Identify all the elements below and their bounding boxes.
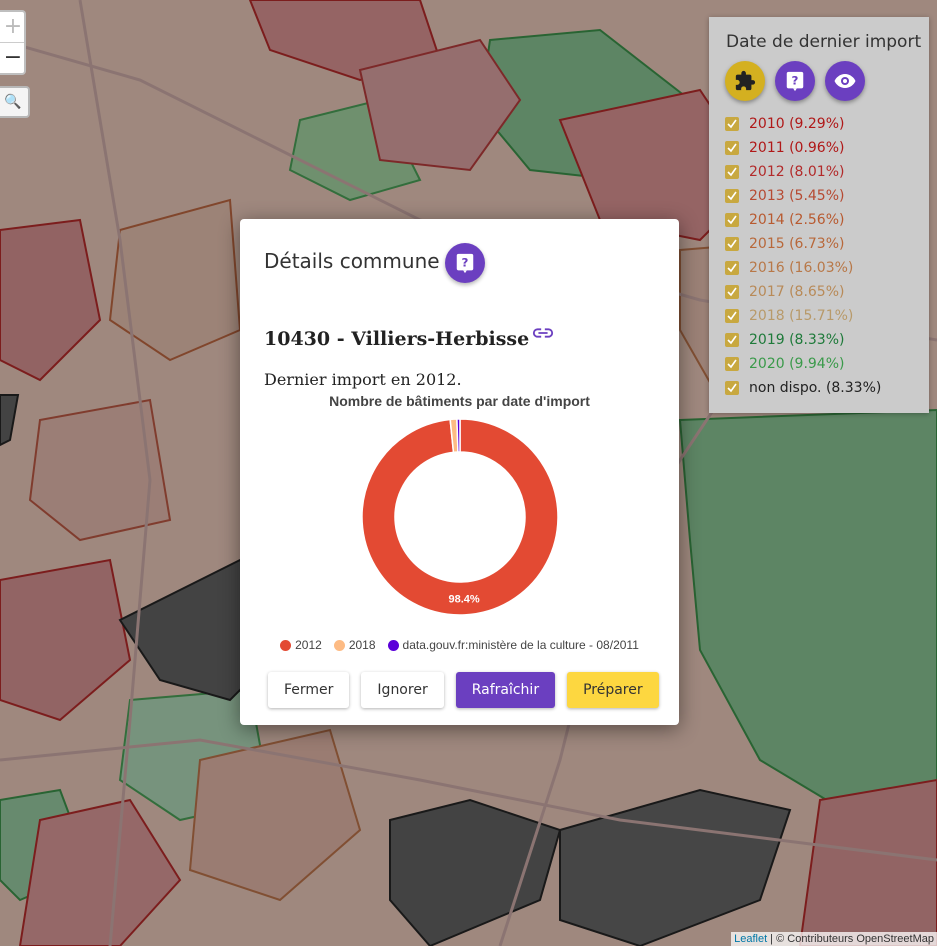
legend-item-label: 2012 (8.01%) — [749, 164, 845, 180]
chart-legend: 2012 2018 data.gouv.fr:ministère de la cul… — [240, 638, 679, 652]
checkbox-checked-icon[interactable] — [725, 357, 739, 371]
legend-item-label: 2010 (9.29%) — [749, 116, 845, 132]
legend-item[interactable]: 2018 (15.71%) — [725, 304, 881, 328]
legend-item-label: 2015 (6.73%) — [749, 236, 845, 252]
map-attribution: Leaflet | © Contributeurs OpenStreetMap — [731, 932, 937, 946]
chart-legend-label: 2012 — [295, 638, 322, 652]
legend-item-label: 2016 (16.03%) — [749, 260, 854, 276]
zoom-control: + − — [0, 10, 26, 75]
donut-chart: 98.4% — [361, 418, 559, 616]
legend-item[interactable]: 2019 (8.33%) — [725, 328, 881, 352]
donut-slice[interactable] — [361, 418, 559, 616]
chart-legend-label: data.gouv.fr:ministère de la culture - 0… — [402, 638, 639, 652]
legend-item[interactable]: 2016 (16.03%) — [725, 256, 881, 280]
legend-dot — [280, 639, 292, 651]
legend-item-label: 2020 (9.94%) — [749, 356, 845, 372]
checkbox-checked-icon[interactable] — [725, 309, 739, 323]
chart-legend-item[interactable]: data.gouv.fr:ministère de la culture - 0… — [387, 638, 639, 652]
ignore-button[interactable]: Ignorer — [361, 672, 444, 708]
legend-buttons: ? — [725, 61, 865, 101]
eye-button[interactable] — [825, 61, 865, 101]
checkbox-checked-icon[interactable] — [725, 213, 739, 227]
eye-icon — [834, 74, 856, 88]
donut-slice[interactable] — [456, 418, 461, 453]
leaflet-link[interactable]: Leaflet — [734, 933, 768, 945]
modal-title: Détails commune — [264, 249, 440, 273]
legend-panel: Date de dernier import ? 2010 (9.29%) 201… — [709, 17, 929, 413]
checkbox-checked-icon[interactable] — [725, 381, 739, 395]
attribution-text: | © Contributeurs OpenStreetMap — [767, 933, 934, 945]
last-import-text: Dernier import en 2012. — [264, 370, 462, 389]
legend-item[interactable]: 2010 (9.29%) — [725, 112, 881, 136]
legend-title: Date de dernier import — [726, 32, 922, 52]
checkbox-checked-icon[interactable] — [725, 261, 739, 275]
svg-text:?: ? — [462, 256, 469, 270]
checkbox-checked-icon[interactable] — [725, 141, 739, 155]
legend-dot — [333, 639, 345, 651]
legend-item[interactable]: 2015 (6.73%) — [725, 232, 881, 256]
checkbox-checked-icon[interactable] — [725, 237, 739, 251]
legend-dot — [387, 639, 399, 651]
search-button[interactable]: 🔍 — [0, 86, 30, 118]
puzzle-icon — [735, 70, 756, 91]
legend-item[interactable]: 2017 (8.65%) — [725, 280, 881, 304]
donut-data-label: 98.4% — [448, 593, 479, 605]
chart-title: Nombre de bâtiments par date d'import — [329, 393, 590, 409]
legend-item[interactable]: 2012 (8.01%) — [725, 160, 881, 184]
legend-item[interactable]: 2020 (9.94%) — [725, 352, 881, 376]
refresh-button[interactable]: Rafraîchir — [455, 672, 556, 708]
checkbox-checked-icon[interactable] — [725, 333, 739, 347]
checkbox-checked-icon[interactable] — [725, 189, 739, 203]
svg-text:?: ? — [792, 74, 799, 88]
zoom-in-button[interactable]: + — [0, 12, 24, 43]
checkbox-checked-icon[interactable] — [725, 117, 739, 131]
legend-item-label: 2019 (8.33%) — [749, 332, 845, 348]
modal-buttons: Fermer Ignorer Rafraîchir Préparer — [268, 672, 659, 708]
checkbox-checked-icon[interactable] — [725, 165, 739, 179]
legend-item-label: 2013 (5.45%) — [749, 188, 845, 204]
legend-item-label: non dispo. (8.33%) — [749, 380, 882, 396]
chart-legend-item[interactable]: 2012 — [280, 638, 322, 652]
legend-item[interactable]: 2013 (5.45%) — [725, 184, 881, 208]
commune-details-modal: Détails commune ? 10430 - Villiers-Herbi… — [240, 219, 679, 725]
close-button[interactable]: Fermer — [268, 672, 350, 708]
legend-item-label: 2011 (0.96%) — [749, 140, 845, 156]
checkbox-checked-icon[interactable] — [725, 285, 739, 299]
help-icon: ? — [786, 71, 804, 92]
modal-help-button[interactable]: ? — [445, 243, 485, 283]
legend-item-label: 2014 (2.56%) — [749, 212, 845, 228]
legend-list: 2010 (9.29%) 2011 (0.96%) 2012 (8.01%) 2013… — [725, 112, 881, 400]
help-icon: ? — [456, 253, 474, 274]
link-icon[interactable] — [532, 325, 554, 341]
legend-item-label: 2018 (15.71%) — [749, 308, 854, 324]
legend-item-label: 2017 (8.65%) — [749, 284, 845, 300]
chart-legend-label: 2018 — [348, 638, 376, 652]
prepare-button[interactable]: Préparer — [567, 672, 659, 708]
puzzle-button[interactable] — [725, 61, 765, 101]
legend-item[interactable]: non dispo. (8.33%) — [725, 376, 881, 400]
chart-legend-item[interactable]: 2018 — [333, 638, 376, 652]
legend-item[interactable]: 2014 (2.56%) — [725, 208, 881, 232]
zoom-out-button[interactable]: − — [3, 45, 23, 70]
commune-name: 10430 - Villiers-Herbisse — [264, 328, 530, 350]
legend-item[interactable]: 2011 (0.96%) — [725, 136, 881, 160]
legend-help-button[interactable]: ? — [775, 61, 815, 101]
